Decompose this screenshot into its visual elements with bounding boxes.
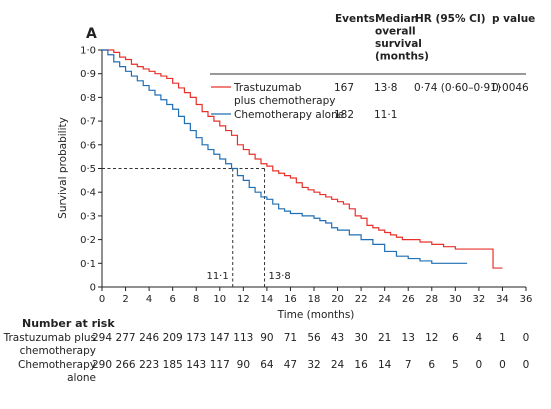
risk-value: 0 [476, 359, 483, 371]
x-tick-label: 14 [261, 294, 274, 305]
risk-value: 24 [331, 359, 345, 371]
risk-value: 4 [476, 332, 483, 344]
hr-value: 0·74 (0·60–0·91) [414, 82, 501, 94]
x-tick-label: 20 [331, 294, 344, 305]
x-tick-label: 32 [473, 294, 486, 305]
x-tick-label: 12 [237, 294, 250, 305]
y-tick-label: 0·6 [80, 140, 96, 151]
risk-value: 64 [260, 359, 274, 371]
risk-value: 209 [163, 332, 183, 344]
risk-value: 0 [523, 332, 530, 344]
x-ticks: 0 2 4 6 8 10 12 14 16 18 20 22 24 26 28 30 32 34 36 [99, 287, 533, 305]
risk-value: 12 [425, 332, 438, 344]
legend-label-trastuzumab: Trastuzumab plus chemotherapy [233, 82, 335, 107]
risk-value: 21 [378, 332, 391, 344]
median-chemo: 11·1 [374, 109, 397, 121]
risk-value: 294 [92, 332, 112, 344]
risk-value: 6 [428, 359, 435, 371]
risk-value: 266 [116, 359, 136, 371]
header-median: Median overall survival (months) [375, 13, 429, 63]
risk-value: 90 [260, 332, 273, 344]
x-tick-label: 18 [308, 294, 321, 305]
risk-value: 14 [378, 359, 392, 371]
legend-label-chemo: Chemotherapy alone [234, 109, 344, 121]
y-tick-label: 0·7 [80, 117, 96, 128]
risk-value: 143 [186, 359, 206, 371]
risk-value: 147 [210, 332, 230, 344]
risk-row-label: Trastuzumab plus chemotherapy [3, 332, 96, 357]
median-trastuzumab: 13·8 [374, 82, 397, 94]
risk-value: 185 [163, 359, 183, 371]
y-tick-label: 0·8 [80, 93, 96, 104]
x-tick-label: 22 [355, 294, 368, 305]
events-chemo: 182 [334, 109, 354, 121]
y-tick-label: 0·2 [80, 235, 96, 246]
x-tick-label: 0 [99, 294, 105, 305]
risk-value: 7 [405, 359, 412, 371]
survival-curves [102, 49, 503, 269]
x-tick-label: 26 [402, 294, 415, 305]
series-trastuzumab-curve [102, 49, 503, 269]
header-events: Events [335, 13, 375, 25]
y-tick-label: 0·5 [80, 164, 96, 175]
x-axis-label: Time (months) [277, 309, 355, 321]
x-tick-label: 8 [193, 294, 199, 305]
risk-value: 71 [284, 332, 297, 344]
x-tick-label: 6 [169, 294, 175, 305]
risk-value: 43 [331, 332, 344, 344]
x-tick-label: 30 [449, 294, 462, 305]
y-axis-label: Survival probability [57, 117, 69, 219]
risk-value: 0 [523, 359, 530, 371]
risk-value: 13 [402, 332, 415, 344]
y-tick-label: 0·1 [80, 259, 96, 270]
y-tick-label: 0·4 [80, 188, 96, 199]
risk-value: 117 [210, 359, 230, 371]
risk-value: 1 [499, 332, 506, 344]
risk-value: 6 [452, 332, 459, 344]
risk-value: 90 [237, 359, 250, 371]
x-tick-label: 2 [122, 294, 128, 305]
risk-row-label: Chemotherapy alone [18, 359, 96, 384]
header-p-value: p value [492, 13, 535, 25]
median-label: 11·1 [206, 271, 228, 282]
risk-value: 16 [354, 359, 368, 371]
risk-value: 113 [233, 332, 253, 344]
risk-value: 5 [452, 359, 459, 371]
x-tick-label: 36 [520, 294, 533, 305]
x-tick-label: 16 [284, 294, 297, 305]
series-chemo-curve [102, 49, 468, 264]
y-ticks: 0 0·1 0·2 0·3 0·4 0·5 0·6 0·7 0·8 0·9 1·0 [80, 46, 102, 294]
x-tick-label: 4 [146, 294, 152, 305]
y-tick-label: 1·0 [80, 46, 96, 57]
y-tick-label: 0 [90, 283, 96, 294]
risk-value: 0 [499, 359, 506, 371]
x-tick-label: 24 [378, 294, 391, 305]
panel-label: A [86, 26, 97, 42]
risk-value: 56 [307, 332, 321, 344]
x-tick-label: 34 [496, 294, 509, 305]
risk-value: 32 [307, 359, 320, 371]
p-value: 0·0046 [492, 82, 529, 94]
risk-value: 277 [116, 332, 136, 344]
risk-value: 223 [139, 359, 159, 371]
median-reference-lines: 11·1 13·8 [102, 168, 291, 287]
events-trastuzumab: 167 [334, 82, 354, 94]
y-tick-label: 0·3 [80, 211, 96, 222]
risk-value: 290 [92, 359, 112, 371]
y-tick-label: 0·9 [80, 69, 96, 80]
risk-table-title: Number at risk [22, 317, 115, 330]
x-tick-label: 10 [213, 294, 226, 305]
median-label: 13·8 [269, 271, 291, 282]
risk-value: 30 [354, 332, 367, 344]
risk-value: 47 [284, 359, 297, 371]
x-tick-label: 28 [425, 294, 438, 305]
risk-value: 173 [186, 332, 206, 344]
risk-value: 246 [139, 332, 159, 344]
header-hr: HR (95% CI) [415, 13, 486, 25]
